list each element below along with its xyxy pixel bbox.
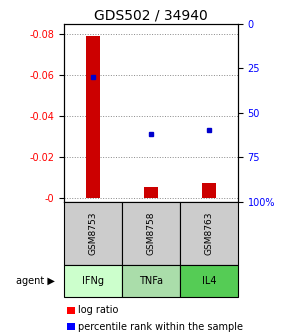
Text: TNFa: TNFa — [139, 277, 163, 286]
Title: GDS502 / 34940: GDS502 / 34940 — [94, 8, 208, 23]
Bar — [144, 187, 158, 198]
Text: agent ▶: agent ▶ — [16, 277, 55, 286]
Text: log ratio: log ratio — [78, 305, 118, 316]
Bar — [64, 265, 122, 297]
Text: GSM8753: GSM8753 — [88, 212, 97, 255]
Bar — [180, 202, 238, 265]
Text: GSM8763: GSM8763 — [204, 212, 213, 255]
Text: IL4: IL4 — [202, 277, 216, 286]
Bar — [180, 265, 238, 297]
Bar — [67, 323, 75, 330]
Text: GSM8758: GSM8758 — [146, 212, 155, 255]
Bar — [122, 265, 180, 297]
Bar — [122, 202, 180, 265]
Bar — [67, 307, 75, 314]
Bar — [86, 36, 100, 198]
Text: IFNg: IFNg — [82, 277, 104, 286]
Bar — [202, 183, 216, 198]
Text: percentile rank within the sample: percentile rank within the sample — [78, 322, 243, 332]
Bar — [64, 202, 122, 265]
